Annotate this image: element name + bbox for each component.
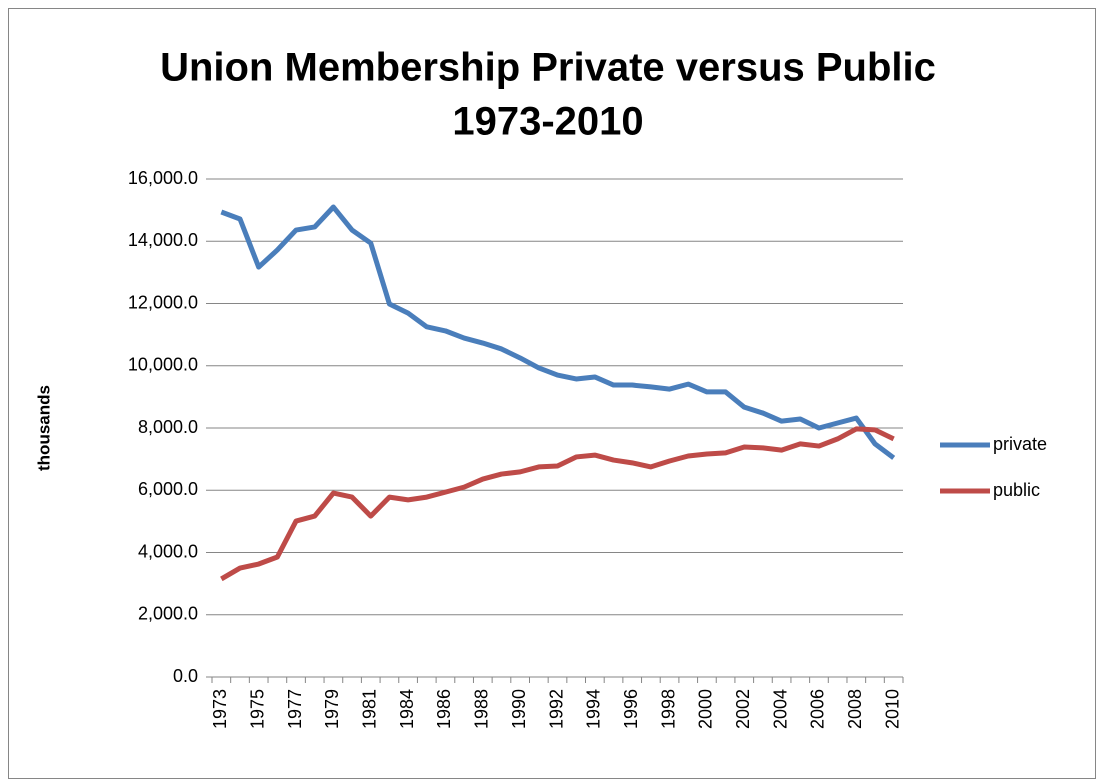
x-tick-label: 1973	[210, 689, 230, 729]
chart-title: 1973-2010	[452, 100, 643, 144]
y-axis-label: thousands	[34, 385, 53, 471]
x-tick-label: 1984	[397, 689, 417, 729]
y-tick-label: 0.0	[173, 666, 198, 686]
y-tick-label: 8,000.0	[138, 417, 198, 437]
x-tick-label: 2008	[845, 689, 865, 729]
x-tick-label: 1998	[658, 689, 678, 729]
x-tick-label: 2006	[808, 689, 828, 729]
x-tick-label: 1992	[546, 689, 566, 729]
legend-label: public	[993, 480, 1040, 500]
x-tick-label: 2010	[882, 689, 902, 729]
x-tick-label: 2000	[696, 689, 716, 729]
y-tick-label: 4,000.0	[138, 541, 198, 561]
x-tick-label: 1979	[322, 689, 342, 729]
legend-label: private	[993, 434, 1047, 454]
y-tick-label: 14,000.0	[128, 230, 198, 250]
x-tick-label: 1981	[359, 689, 379, 729]
x-tick-label: 1975	[247, 689, 267, 729]
x-tick-label: 1977	[285, 689, 305, 729]
chart-title: Union Membership Private versus Public	[160, 46, 936, 90]
x-tick-label: 1988	[472, 689, 492, 729]
y-tick-label: 6,000.0	[138, 479, 198, 499]
x-tick-label: 1986	[434, 689, 454, 729]
x-tick-label: 1996	[621, 689, 641, 729]
series-line	[220, 204, 896, 460]
x-tick-label: 1990	[509, 689, 529, 729]
y-tick-label: 10,000.0	[128, 355, 198, 375]
y-tick-label: 12,000.0	[128, 292, 198, 312]
series-line	[220, 426, 895, 582]
chart-frame	[8, 8, 1096, 779]
x-tick-label: 2004	[770, 689, 790, 729]
x-tick-label: 2002	[733, 689, 753, 729]
y-tick-label: 16,000.0	[128, 168, 198, 188]
y-tick-label: 2,000.0	[138, 604, 198, 624]
x-tick-label: 1994	[584, 689, 604, 729]
